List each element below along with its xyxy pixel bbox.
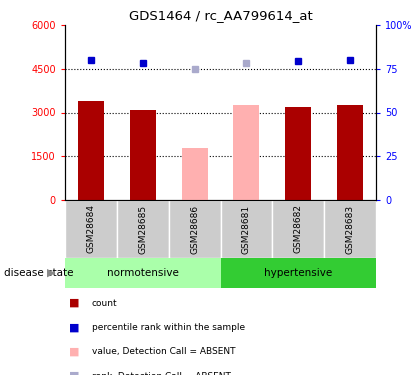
Bar (65, 258, 220, 288)
Bar (324, 200, 376, 258)
Bar (130, 110, 156, 200)
Text: GSM28684: GSM28684 (86, 204, 95, 254)
Bar (337, 105, 363, 200)
Text: GSM28682: GSM28682 (294, 204, 303, 254)
Text: value, Detection Call = ABSENT: value, Detection Call = ABSENT (92, 347, 235, 356)
Bar (169, 200, 220, 258)
Bar (65, 200, 117, 258)
Text: GSM28683: GSM28683 (346, 204, 355, 254)
Text: disease state: disease state (4, 268, 74, 278)
Text: hypertensive: hypertensive (264, 268, 332, 278)
Text: ■: ■ (69, 298, 80, 308)
Text: count: count (92, 298, 117, 307)
Text: GSM28686: GSM28686 (190, 204, 199, 254)
Bar (220, 200, 272, 258)
Text: ■: ■ (69, 322, 80, 332)
Bar (220, 258, 376, 288)
Text: rank, Detection Call = ABSENT: rank, Detection Call = ABSENT (92, 372, 231, 375)
Text: percentile rank within the sample: percentile rank within the sample (92, 323, 245, 332)
Bar (78, 101, 104, 200)
Title: GDS1464 / rc_AA799614_at: GDS1464 / rc_AA799614_at (129, 9, 312, 22)
Text: GSM28685: GSM28685 (138, 204, 147, 254)
Text: normotensive: normotensive (107, 268, 179, 278)
Bar (233, 105, 259, 200)
Bar (272, 200, 324, 258)
Bar (182, 147, 208, 200)
Text: GSM28681: GSM28681 (242, 204, 251, 254)
Text: ▶: ▶ (46, 268, 55, 278)
Bar (117, 200, 169, 258)
Bar (285, 106, 311, 200)
Text: ■: ■ (69, 371, 80, 375)
Text: ■: ■ (69, 347, 80, 357)
